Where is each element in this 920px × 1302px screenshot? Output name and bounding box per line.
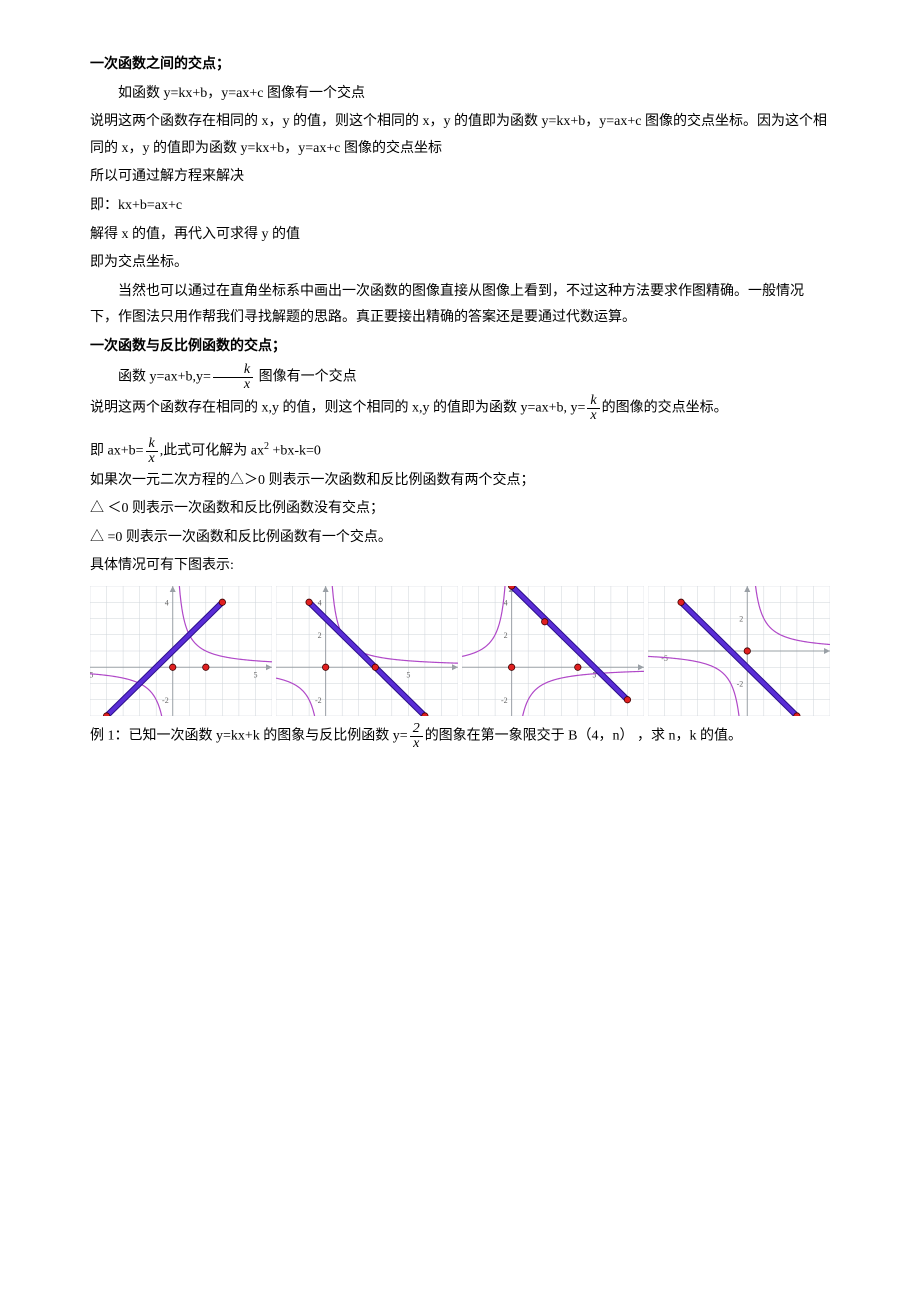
example-1: 例 1：已知一次函数 y=kx+k 的图象与反比例函数 y=2x的图象在第一象限… — [90, 722, 830, 751]
svg-text:2: 2 — [739, 614, 743, 623]
section2-p6: △ =0 则表示一次函数和反比例函数有一个交点。 — [90, 525, 830, 552]
section1-p3: 所以可通过解方程来解决 — [90, 164, 830, 191]
frac-num: k — [587, 394, 599, 409]
section1-p5: 解得 x 的值，再代入可求得 y 的值 — [90, 222, 830, 249]
svg-text:-2: -2 — [501, 696, 508, 705]
svg-text:5: 5 — [253, 670, 257, 679]
text-fragment: 说明这两个函数存在相同的 x,y 的值，则这个相同的 x,y 的值即为函数 y=… — [90, 400, 585, 415]
frac-num: 2 — [410, 722, 423, 737]
svg-text:-2: -2 — [315, 696, 322, 705]
section2-p1: 函数 y=ax+b,y=kx 图像有一个交点 — [90, 363, 830, 392]
text-fragment: 函数 y=ax+b,y= — [118, 369, 211, 384]
svg-text:-2: -2 — [737, 679, 744, 688]
frac-den: x — [587, 409, 599, 423]
section1-heading: 一次函数之间的交点； — [90, 52, 830, 79]
section1-p7: 当然也可以通过在直角坐标系中画出一次函数的图像直接从图像上看到，不过这种方法要求… — [90, 279, 830, 332]
text-fragment: 即 ax+b= — [90, 443, 144, 458]
section1-p4: 即：kx+b=ax+c — [90, 193, 830, 220]
text-fragment: 例 1：已知一次函数 y=kx+k 的图象与反比例函数 y= — [90, 729, 408, 744]
svg-text:4: 4 — [165, 598, 169, 607]
fraction-kx: kx — [146, 437, 158, 466]
text-fragment: 图像有一个交点 — [255, 369, 357, 384]
section2-p4: 如果次一元二次方程的△＞0 则表示一次函数和反比例函数有两个交点； — [90, 468, 830, 495]
chart-4: -5 -2 2 — [648, 586, 830, 716]
section1-p2: 说明这两个函数存在相同的 x，y 的值，则这个相同的 x，y 的值即为函数 y=… — [90, 109, 830, 162]
frac-den: x — [146, 452, 158, 466]
frac-num: k — [146, 437, 158, 452]
svg-text:4: 4 — [318, 598, 322, 607]
section2-p7: 具体情况可有下图表示: — [90, 553, 830, 580]
svg-text:-5: -5 — [661, 654, 668, 663]
chart-3: 5-224 — [462, 586, 644, 716]
section2-heading: 一次函数与反比例函数的交点； — [90, 334, 830, 361]
svg-text:5: 5 — [406, 670, 410, 679]
chart-1: -5 5 -2 4 — [90, 586, 272, 716]
section1-p1: 如函数 y=kx+b，y=ax+c 图像有一个交点 — [90, 81, 830, 108]
text-fragment: 的图像的交点坐标。 — [602, 400, 728, 415]
section2-p3: 即 ax+b=kx,此式可化解为 ax2 +bx-k=0 — [90, 437, 830, 466]
section2-p5: △ ＜0 则表示一次函数和反比例函数没有交点； — [90, 496, 830, 523]
text-fragment: +bx-k=0 — [269, 443, 321, 458]
chart-2: 5 -2 2 4 — [276, 586, 458, 716]
svg-text:-2: -2 — [162, 696, 169, 705]
frac-num: k — [213, 363, 253, 378]
fraction-kx: kx — [213, 363, 253, 392]
fraction-2x: 2x — [410, 722, 423, 751]
section1-p6: 即为交点坐标。 — [90, 250, 830, 277]
svg-text:2: 2 — [504, 631, 508, 640]
svg-text:-5: -5 — [90, 670, 93, 679]
text-fragment: 的图象在第一象限交于 B（4，n） ，求 n，k 的值。 — [425, 729, 742, 744]
fraction-kx: kx — [587, 394, 599, 423]
section2-p2: 说明这两个函数存在相同的 x,y 的值，则这个相同的 x,y 的值即为函数 y=… — [90, 394, 830, 423]
svg-text:2: 2 — [318, 631, 322, 640]
charts-container: -5 5 -2 4 5 -2 2 4 5 -2 2 4 -5 -2 2 — [90, 586, 830, 716]
frac-den: x — [213, 378, 253, 392]
frac-den: x — [410, 737, 423, 751]
text-fragment: ,此式可化解为 ax — [160, 443, 264, 458]
